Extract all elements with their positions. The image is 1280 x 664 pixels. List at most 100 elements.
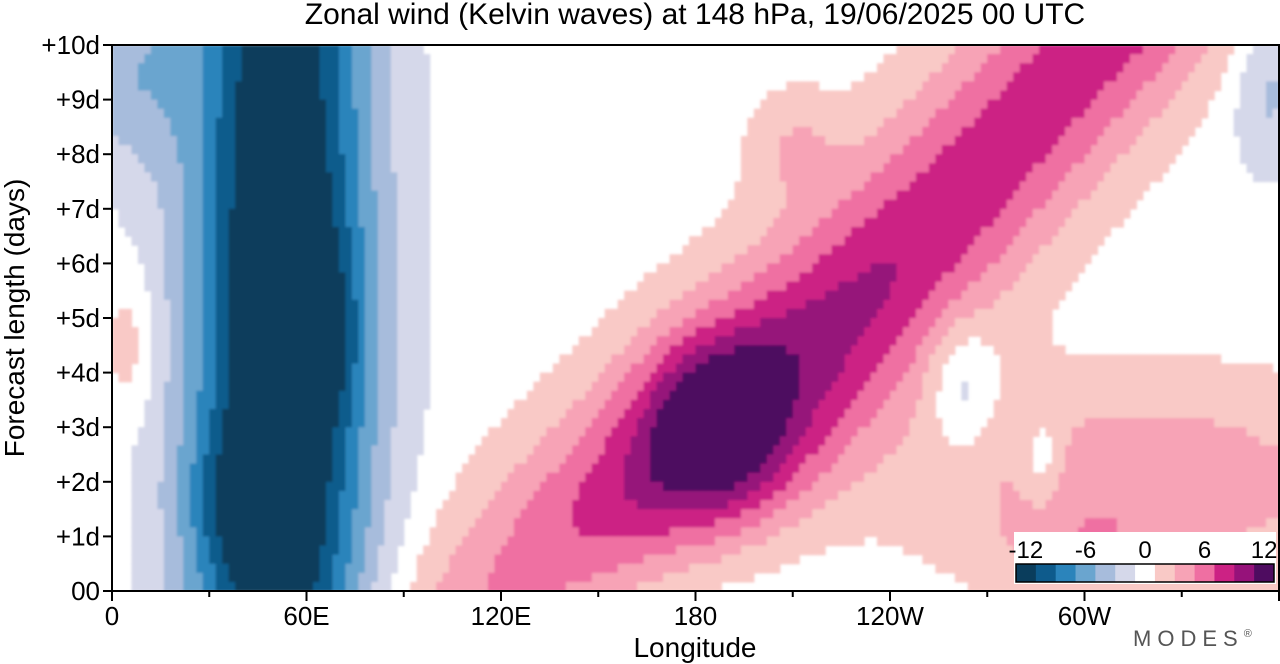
field-cell [1266, 99, 1274, 110]
field-cell [818, 381, 826, 392]
field-cell [818, 108, 826, 119]
field-cell [974, 163, 982, 173]
field-cell [338, 126, 346, 137]
field-cell [228, 217, 236, 228]
field-cell [1000, 354, 1008, 365]
field-cell [1181, 390, 1189, 401]
field-cell [682, 272, 690, 283]
field-cell [1103, 163, 1112, 173]
field-cell [157, 245, 165, 255]
field-cell [890, 99, 898, 110]
field-cell [144, 272, 152, 283]
field-cell [293, 281, 301, 292]
field-cell [183, 263, 191, 274]
field-cell [1227, 390, 1235, 401]
field-cell [1123, 190, 1131, 201]
field-cell [1129, 145, 1137, 155]
field-cell [228, 272, 236, 283]
field-cell [222, 390, 230, 401]
field-cell [1032, 208, 1040, 219]
field-cell [131, 199, 139, 210]
field-cell [364, 290, 372, 301]
field-cell [202, 108, 210, 119]
field-cell [792, 217, 800, 228]
field-cell [961, 299, 969, 310]
field-cell [825, 336, 833, 346]
field-cell [300, 117, 308, 128]
field-cell [306, 399, 314, 410]
field-cell [1052, 145, 1060, 155]
field-cell [851, 126, 859, 137]
field-cell [766, 217, 774, 228]
field-cell [1006, 227, 1014, 237]
field-cell [896, 208, 904, 219]
field-cell [669, 336, 677, 346]
field-cell [325, 272, 334, 283]
field-cell [403, 45, 411, 55]
field-cell [760, 126, 768, 137]
field-cell [124, 190, 133, 201]
field-cell [766, 272, 774, 283]
field-cell [403, 117, 411, 128]
field-cell [280, 363, 288, 374]
field-cell [397, 81, 405, 92]
field-cell [280, 299, 288, 310]
field-cell [844, 236, 852, 246]
field-cell [364, 63, 372, 73]
field-cell [624, 336, 632, 346]
field-cell [844, 336, 852, 346]
field-cell [131, 172, 139, 183]
field-cell [358, 345, 366, 355]
field-cell [202, 154, 210, 164]
field-cell [1097, 54, 1105, 64]
field-cell [390, 409, 398, 419]
field-cell [403, 308, 411, 319]
field-cell [941, 136, 949, 146]
field-cell [1026, 99, 1034, 110]
field-cell [987, 308, 995, 319]
field-cell [248, 290, 256, 301]
field-cell [351, 372, 359, 383]
field-cell [1149, 390, 1157, 401]
field-cell [261, 418, 269, 428]
field-cell [293, 181, 301, 192]
field-cell [384, 145, 392, 155]
field-cell [825, 390, 833, 401]
field-cell [364, 418, 372, 428]
field-cell [1039, 263, 1047, 274]
field-cell [877, 126, 885, 137]
field-cell [202, 54, 210, 64]
field-cell [1065, 263, 1073, 274]
field-cell [598, 390, 606, 401]
field-cell [825, 227, 833, 237]
field-cell [248, 90, 256, 101]
field-cell [1220, 363, 1228, 374]
field-cell [1045, 409, 1053, 419]
field-cell [118, 217, 126, 228]
field-cell [1006, 154, 1014, 164]
field-cell [170, 418, 178, 428]
field-cell [1045, 363, 1053, 374]
field-cell [838, 336, 846, 346]
field-cell [1058, 281, 1066, 292]
field-cell [261, 372, 269, 383]
field-cell [183, 245, 191, 255]
field-cell [209, 409, 217, 419]
field-cell [941, 254, 949, 264]
field-cell [1019, 299, 1027, 310]
field-cell [1006, 336, 1014, 346]
field-cell [137, 108, 146, 119]
field-cell [267, 99, 275, 110]
field-cell [1136, 381, 1144, 392]
field-cell [1013, 45, 1021, 55]
field-cell [883, 245, 891, 255]
field-cell [753, 145, 761, 155]
field-cell [682, 254, 690, 264]
field-cell [1188, 90, 1196, 101]
field-cell [287, 308, 295, 319]
field-cell [274, 117, 282, 128]
field-cell [1052, 81, 1060, 92]
field-cell [753, 163, 761, 173]
field-cell [241, 290, 249, 301]
field-cell [410, 136, 418, 146]
